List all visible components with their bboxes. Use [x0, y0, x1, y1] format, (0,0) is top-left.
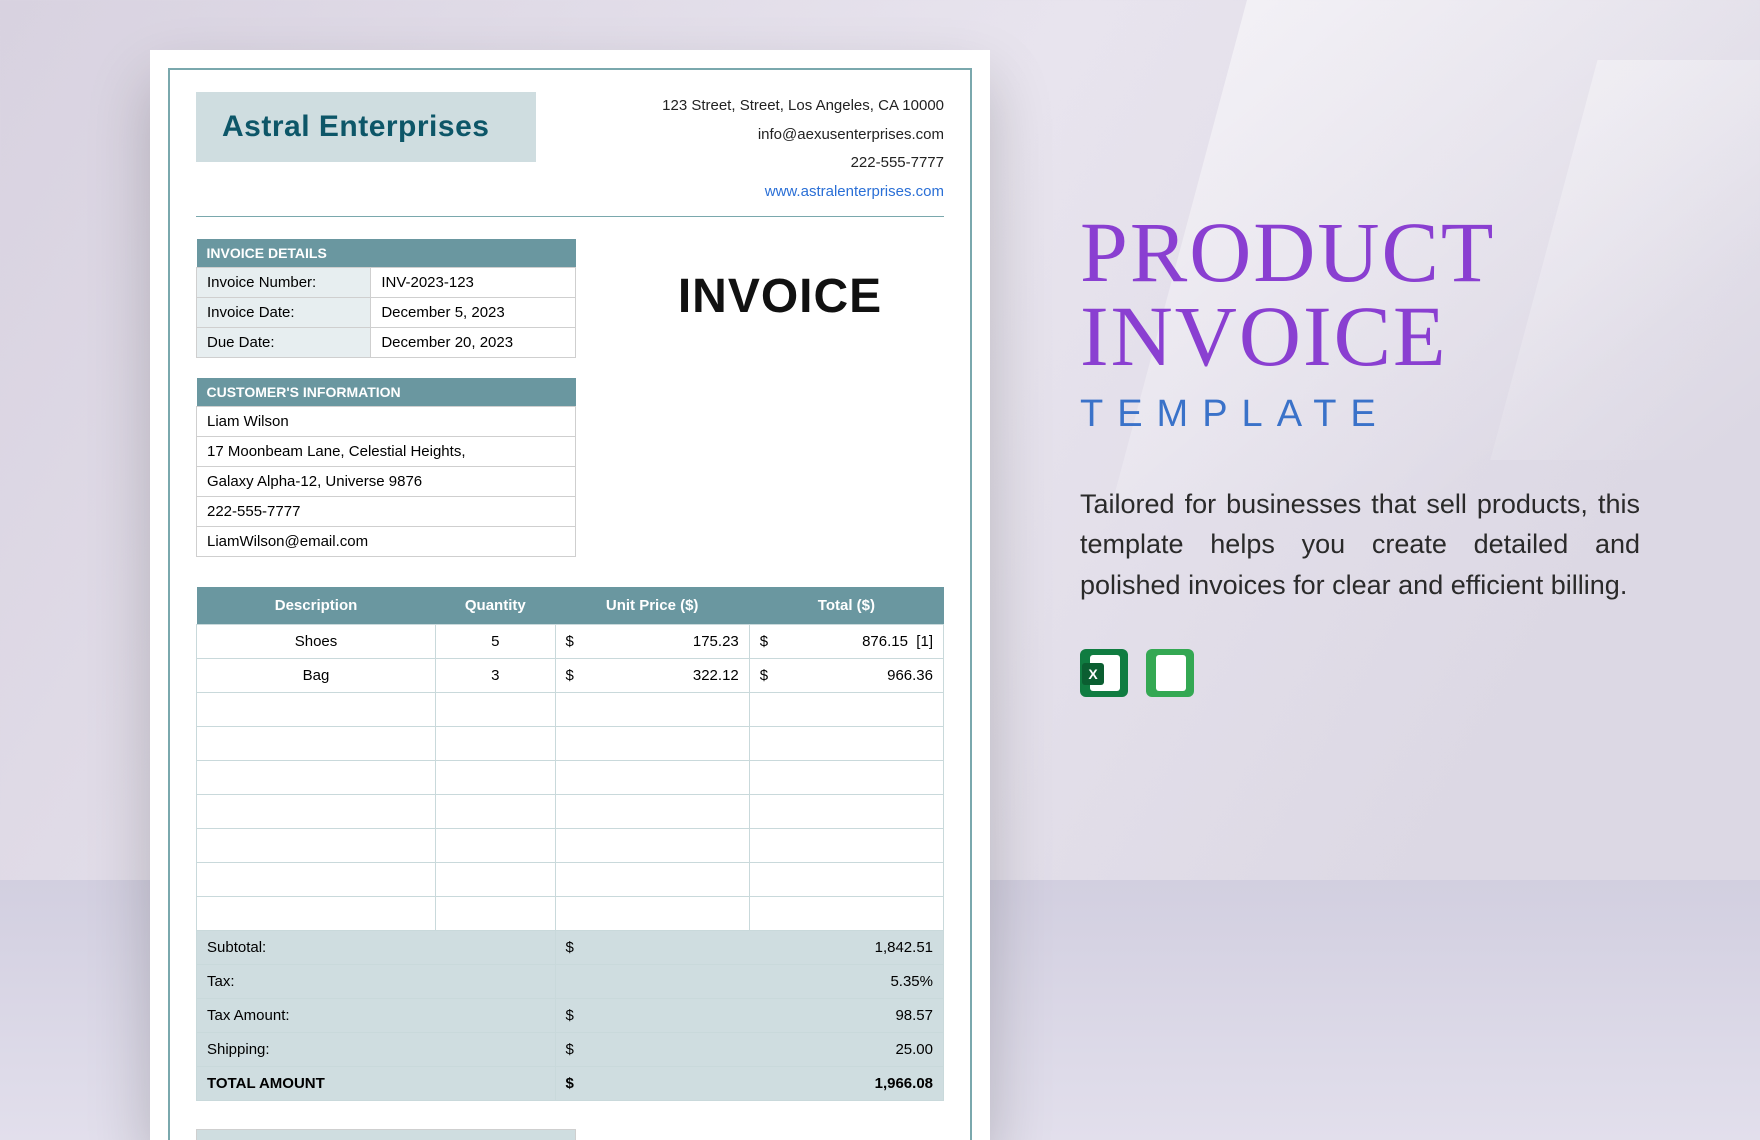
value-subtotal: $1,842.51 — [555, 931, 943, 965]
company-address: 123 Street, Street, Los Angeles, CA 1000… — [662, 92, 944, 121]
company-name: Astral Enterprises — [222, 110, 510, 144]
table-row-empty: .... — [197, 693, 944, 727]
label-invoice-date: Invoice Date: — [197, 298, 371, 328]
invoice-details-header: INVOICE DETAILS — [197, 239, 576, 268]
invoice-details-table: INVOICE DETAILS Invoice Number: INV-2023… — [196, 239, 576, 358]
table-row-empty: .... — [197, 727, 944, 761]
table-row-empty: .... — [197, 761, 944, 795]
col-description: Description — [197, 587, 436, 625]
header-divider — [196, 216, 944, 217]
label-due-date: Due Date: — [197, 328, 371, 358]
cell-unit: $322.12 — [555, 659, 749, 693]
table-row-empty: .... — [197, 829, 944, 863]
cell-qty: 5 — [436, 625, 556, 659]
value-due-date: December 20, 2023 — [371, 328, 576, 358]
col-quantity: Quantity — [436, 587, 556, 625]
customer-info-table: CUSTOMER'S INFORMATION Liam Wilson 17 Mo… — [196, 378, 576, 557]
totals-block: Subtotal: $1,842.51 Tax: 5.35% Tax Amoun… — [197, 931, 944, 1101]
customer-email: LiamWilson@email.com — [197, 527, 576, 557]
value-invoice-date: December 5, 2023 — [371, 298, 576, 328]
payment-info-table: Payment Information: Payment Due By: Dec… — [196, 1129, 576, 1140]
label-tax-amount: Tax Amount: — [197, 999, 556, 1033]
table-row-empty: .... — [197, 897, 944, 931]
company-logo-box: Astral Enterprises — [196, 92, 536, 162]
customer-phone: 222-555-7777 — [197, 497, 576, 527]
cell-unit: $175.23 — [555, 625, 749, 659]
line-items-table: Description Quantity Unit Price ($) Tota… — [196, 587, 944, 1101]
label-invoice-number: Invoice Number: — [197, 268, 371, 298]
value-total-amount: $1,966.08 — [555, 1067, 943, 1101]
label-subtotal: Subtotal: — [197, 931, 556, 965]
customer-info-header: CUSTOMER'S INFORMATION — [197, 378, 576, 407]
cell-qty: 3 — [436, 659, 556, 693]
label-tax: Tax: — [197, 965, 556, 999]
table-row: Bag3$322.12$966.36 — [197, 659, 944, 693]
value-shipping: $25.00 — [555, 1033, 943, 1067]
cell-total: $966.36 — [749, 659, 943, 693]
promo-panel: PRODUCT INVOICE TEMPLATE Tailored for bu… — [1080, 210, 1640, 697]
label-shipping: Shipping: — [197, 1033, 556, 1067]
company-contact: 123 Street, Street, Los Angeles, CA 1000… — [662, 92, 944, 206]
excel-icon: X — [1080, 649, 1128, 697]
table-row-empty: .... — [197, 795, 944, 829]
cell-description: Bag — [197, 659, 436, 693]
invoice-sheet: Astral Enterprises 123 Street, Street, L… — [150, 50, 990, 1140]
label-total-amount: TOTAL AMOUNT — [197, 1067, 556, 1101]
company-email: info@aexusenterprises.com — [662, 121, 944, 150]
invoice-title: INVOICE — [616, 239, 944, 324]
google-sheets-icon — [1146, 649, 1194, 697]
customer-name: Liam Wilson — [197, 407, 576, 437]
value-invoice-number: INV-2023-123 — [371, 268, 576, 298]
table-row-empty: .... — [197, 863, 944, 897]
value-tax-amount: $98.57 — [555, 999, 943, 1033]
value-tax-pct: 5.35% — [555, 965, 943, 999]
payment-info-header: Payment Information: — [197, 1130, 576, 1140]
col-total: Total ($) — [749, 587, 943, 625]
customer-address2: Galaxy Alpha-12, Universe 9876 — [197, 467, 576, 497]
promo-body: Tailored for businesses that sell produc… — [1080, 484, 1640, 606]
cell-total: $876.15 [1] — [749, 625, 943, 659]
col-unit-price: Unit Price ($) — [555, 587, 749, 625]
promo-title: PRODUCT INVOICE — [1080, 210, 1640, 379]
company-phone: 222-555-7777 — [662, 149, 944, 178]
promo-subtitle: TEMPLATE — [1080, 393, 1640, 436]
company-website-link[interactable]: www.astralenterprises.com — [662, 178, 944, 207]
table-row: Shoes5$175.23$876.15 [1] — [197, 625, 944, 659]
cell-description: Shoes — [197, 625, 436, 659]
customer-address1: 17 Moonbeam Lane, Celestial Heights, — [197, 437, 576, 467]
